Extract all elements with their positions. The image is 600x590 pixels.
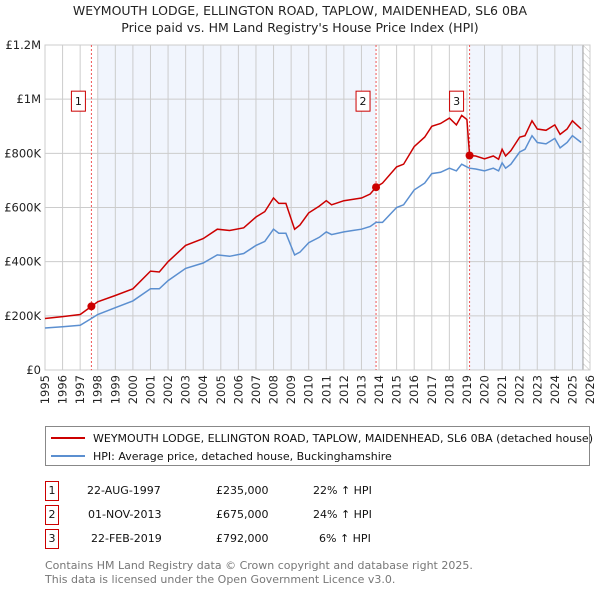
x-tick-label: 2022 [513,375,527,404]
x-tick-label: 2000 [126,375,140,404]
sale-marker-label: 2 [360,95,367,108]
x-tick-label: 1996 [56,375,70,404]
x-tick-label: 2021 [495,375,509,404]
x-tick-label: 2005 [214,375,228,404]
sale-marker-label: 1 [45,481,59,501]
sale-row: 3 22-FEB-2019 £792,000 6% ↑ HPI [45,529,445,549]
x-tick-label: 2001 [143,375,157,404]
legend: WEYMOUTH LODGE, ELLINGTON ROAD, TAPLOW, … [45,426,593,466]
y-tick-label: £1M [16,92,41,106]
x-tick-label: 2016 [407,375,421,404]
sale-marker-box [355,90,371,112]
x-tick-label: 2014 [372,375,386,404]
plot-area: 1995 1996 1997 1998 1999 2000 2001 2002 2003 2004… [4,38,597,404]
sale-date: 22-AUG-1997 [87,484,161,497]
y-tick-label: £600K [4,201,41,215]
y-tick-label: £400K [4,255,41,269]
sale-marker-box [449,90,465,112]
sale-point [372,183,381,192]
legend-item-hpi: HPI: Average price, detached house, Buck… [46,448,591,464]
x-tick-label: 1999 [108,375,122,404]
x-tick-label: 2012 [337,375,351,404]
x-tick-label: 2020 [478,375,492,404]
sale-point [87,302,96,311]
y-tick-label: £200K [4,309,41,323]
x-tick-label: 1997 [73,375,87,404]
legend-label: HPI: Average price, detached house, Buck… [93,449,392,463]
sale-hpi: 24% ↑ HPI [313,508,372,521]
plot-border [44,44,591,371]
x-tick-label: 2023 [530,375,544,404]
y-tick-label: £800K [4,146,41,160]
legend-swatch-blue [51,455,85,457]
sale-point [465,151,474,160]
x-tick-label: 2018 [442,375,456,404]
x-tick-label: 2008 [267,375,281,404]
x-tick-label: 2024 [548,375,562,404]
series-line [44,134,582,329]
footer-copyright: Contains HM Land Registry data © Crown c… [45,559,473,572]
legend-item-property: WEYMOUTH LODGE, ELLINGTON ROAD, TAPLOW, … [46,430,593,446]
x-tick-label: 2010 [302,375,316,404]
x-tick-label: 2009 [284,375,298,404]
sale-marker-label: 1 [75,95,82,108]
sale-marker-label: 3 [453,95,460,108]
series-line [44,114,582,320]
sale-date: 01-NOV-2013 [88,508,162,521]
legend-swatch-red [51,437,85,439]
x-tick-label: 2019 [460,375,474,404]
sale-marker-label: 3 [45,529,59,549]
x-tick-label: 2004 [196,375,210,404]
sale-hpi: 6% ↑ HPI [319,532,371,545]
x-tick-label: 1995 [38,375,52,404]
sale-marker-box [70,90,86,112]
sale-marker-label: 2 [45,505,59,525]
x-tick-label: 2015 [390,375,404,404]
x-tick-label: 2007 [249,375,263,404]
sale-price: £235,000 [216,484,269,497]
sale-price: £792,000 [216,532,269,545]
chart-title: WEYMOUTH LODGE, ELLINGTON ROAD, TAPLOW, … [72,3,528,18]
sale-row: 2 01-NOV-2013 £675,000 24% ↑ HPI [45,505,445,525]
y-tick-label: £0 [26,363,41,377]
chart-subtitle: Price paid vs. HM Land Registry's House … [121,20,479,35]
x-tick-label: 2011 [319,375,333,404]
legend-label: WEYMOUTH LODGE, ELLINGTON ROAD, TAPLOW, … [93,431,593,445]
x-tick-label: 1998 [91,375,105,404]
y-tick-label: £1.2M [5,38,41,52]
x-tick-label: 2003 [179,375,193,404]
x-tick-label: 2002 [161,375,175,404]
x-tick-label: 2025 [565,375,579,404]
sale-price: £675,000 [216,508,269,521]
sale-hpi: 22% ↑ HPI [313,484,372,497]
x-tick-label: 2026 [583,375,597,404]
x-tick-label: 2013 [354,375,368,404]
sale-date: 22-FEB-2019 [91,532,162,545]
footer-licence: This data is licensed under the Open Gov… [45,573,396,586]
x-tick-label: 2006 [231,375,245,404]
sale-row: 1 22-AUG-1997 £235,000 22% ↑ HPI [45,481,445,501]
x-tick-label: 2017 [425,375,439,404]
